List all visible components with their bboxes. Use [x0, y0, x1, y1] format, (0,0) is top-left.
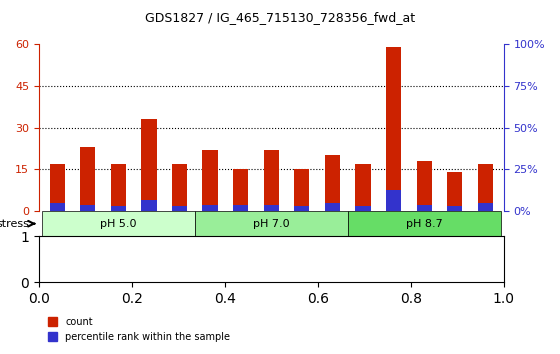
- Bar: [447, 172, 463, 211]
- FancyBboxPatch shape: [348, 211, 501, 236]
- Bar: [49, 164, 65, 211]
- Bar: [417, 205, 432, 211]
- Text: stress: stress: [0, 219, 30, 229]
- Bar: [49, 203, 65, 211]
- Bar: [386, 47, 401, 211]
- Bar: [356, 164, 371, 211]
- FancyBboxPatch shape: [195, 211, 348, 236]
- Bar: [203, 205, 218, 211]
- Bar: [233, 170, 248, 211]
- Bar: [417, 161, 432, 211]
- Bar: [264, 205, 279, 211]
- Text: pH 7.0: pH 7.0: [253, 219, 290, 229]
- Text: pH 8.7: pH 8.7: [406, 219, 442, 229]
- Bar: [233, 205, 248, 211]
- Text: GDS1827 / IG_465_715130_728356_fwd_at: GDS1827 / IG_465_715130_728356_fwd_at: [145, 11, 415, 24]
- Bar: [172, 164, 187, 211]
- Bar: [141, 200, 157, 211]
- Bar: [264, 150, 279, 211]
- Bar: [80, 147, 95, 211]
- Bar: [356, 206, 371, 211]
- Bar: [111, 164, 126, 211]
- Bar: [478, 164, 493, 211]
- Bar: [203, 150, 218, 211]
- Bar: [447, 206, 463, 211]
- Bar: [294, 206, 310, 211]
- Bar: [80, 205, 95, 211]
- Text: pH 5.0: pH 5.0: [100, 219, 137, 229]
- Bar: [325, 155, 340, 211]
- Bar: [141, 119, 157, 211]
- Bar: [386, 189, 401, 211]
- Legend: count, percentile rank within the sample: count, percentile rank within the sample: [44, 313, 234, 346]
- Bar: [172, 206, 187, 211]
- FancyBboxPatch shape: [42, 211, 195, 236]
- Bar: [325, 203, 340, 211]
- Bar: [294, 170, 310, 211]
- Bar: [111, 206, 126, 211]
- Bar: [478, 203, 493, 211]
